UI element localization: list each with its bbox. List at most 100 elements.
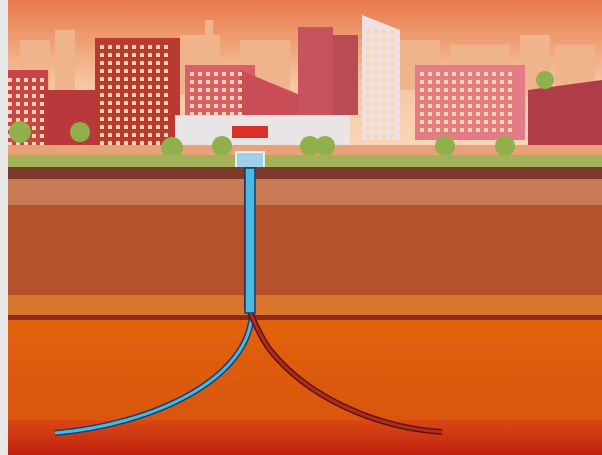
- window: [40, 102, 44, 106]
- window: [116, 53, 120, 57]
- window: [156, 101, 160, 105]
- window: [124, 93, 128, 97]
- window: [16, 86, 20, 90]
- window: [16, 78, 20, 82]
- window: [108, 133, 112, 137]
- window: [492, 120, 496, 124]
- window: [476, 72, 480, 76]
- window: [132, 109, 136, 113]
- window: [484, 120, 488, 124]
- window: [390, 126, 394, 130]
- window: [366, 30, 370, 34]
- window: [164, 133, 168, 137]
- window: [366, 46, 370, 50]
- window: [156, 125, 160, 129]
- window: [238, 104, 242, 108]
- window: [374, 134, 378, 138]
- window: [500, 80, 504, 84]
- window: [444, 72, 448, 76]
- window: [16, 102, 20, 106]
- window: [460, 128, 464, 132]
- window: [116, 61, 120, 65]
- window: [24, 142, 28, 146]
- window: [500, 88, 504, 92]
- window: [238, 88, 242, 92]
- window: [366, 54, 370, 58]
- window: [374, 86, 378, 90]
- window: [476, 80, 480, 84]
- window: [428, 120, 432, 124]
- window: [140, 117, 144, 121]
- window: [100, 109, 104, 113]
- window: [390, 46, 394, 50]
- window: [476, 96, 480, 100]
- window: [420, 120, 424, 124]
- window: [508, 104, 512, 108]
- window: [444, 128, 448, 132]
- window: [374, 110, 378, 114]
- window: [8, 102, 12, 106]
- window: [156, 85, 160, 89]
- window: [374, 102, 378, 106]
- injection-pipe: [54, 168, 254, 435]
- window: [460, 80, 464, 84]
- stratum-brown: [8, 205, 602, 295]
- window: [452, 80, 456, 84]
- window: [382, 30, 386, 34]
- window: [124, 101, 128, 105]
- well-shaft: [244, 167, 256, 314]
- window: [374, 78, 378, 82]
- window: [24, 102, 28, 106]
- window: [484, 88, 488, 92]
- window: [420, 112, 424, 116]
- window: [24, 78, 28, 82]
- window: [190, 104, 194, 108]
- window: [100, 85, 104, 89]
- window: [124, 109, 128, 113]
- window: [390, 110, 394, 114]
- stratum-line: [8, 315, 602, 320]
- window: [460, 88, 464, 92]
- window: [390, 94, 394, 98]
- window: [366, 70, 370, 74]
- window: [156, 45, 160, 49]
- window: [148, 85, 152, 89]
- window: [132, 125, 136, 129]
- window: [476, 104, 480, 108]
- window: [148, 69, 152, 73]
- window: [366, 38, 370, 42]
- window: [124, 77, 128, 81]
- window: [132, 53, 136, 57]
- window: [164, 61, 168, 65]
- window: [32, 110, 36, 114]
- window: [436, 120, 440, 124]
- window: [238, 112, 242, 116]
- window: [116, 69, 120, 73]
- window: [156, 77, 160, 81]
- window: [206, 88, 210, 92]
- window: [382, 126, 386, 130]
- window: [382, 94, 386, 98]
- window: [40, 126, 44, 130]
- window: [444, 112, 448, 116]
- window: [366, 94, 370, 98]
- window: [484, 72, 488, 76]
- window: [164, 77, 168, 81]
- window: [508, 72, 512, 76]
- window: [428, 80, 432, 84]
- window: [460, 112, 464, 116]
- window: [108, 117, 112, 121]
- window: [140, 69, 144, 73]
- window: [116, 93, 120, 97]
- window: [148, 101, 152, 105]
- window: [40, 94, 44, 98]
- window: [452, 104, 456, 108]
- window: [148, 133, 152, 137]
- window: [40, 78, 44, 82]
- window: [24, 118, 28, 122]
- window: [116, 117, 120, 121]
- window: [140, 133, 144, 137]
- window: [206, 72, 210, 76]
- window: [156, 141, 160, 145]
- window: [452, 96, 456, 100]
